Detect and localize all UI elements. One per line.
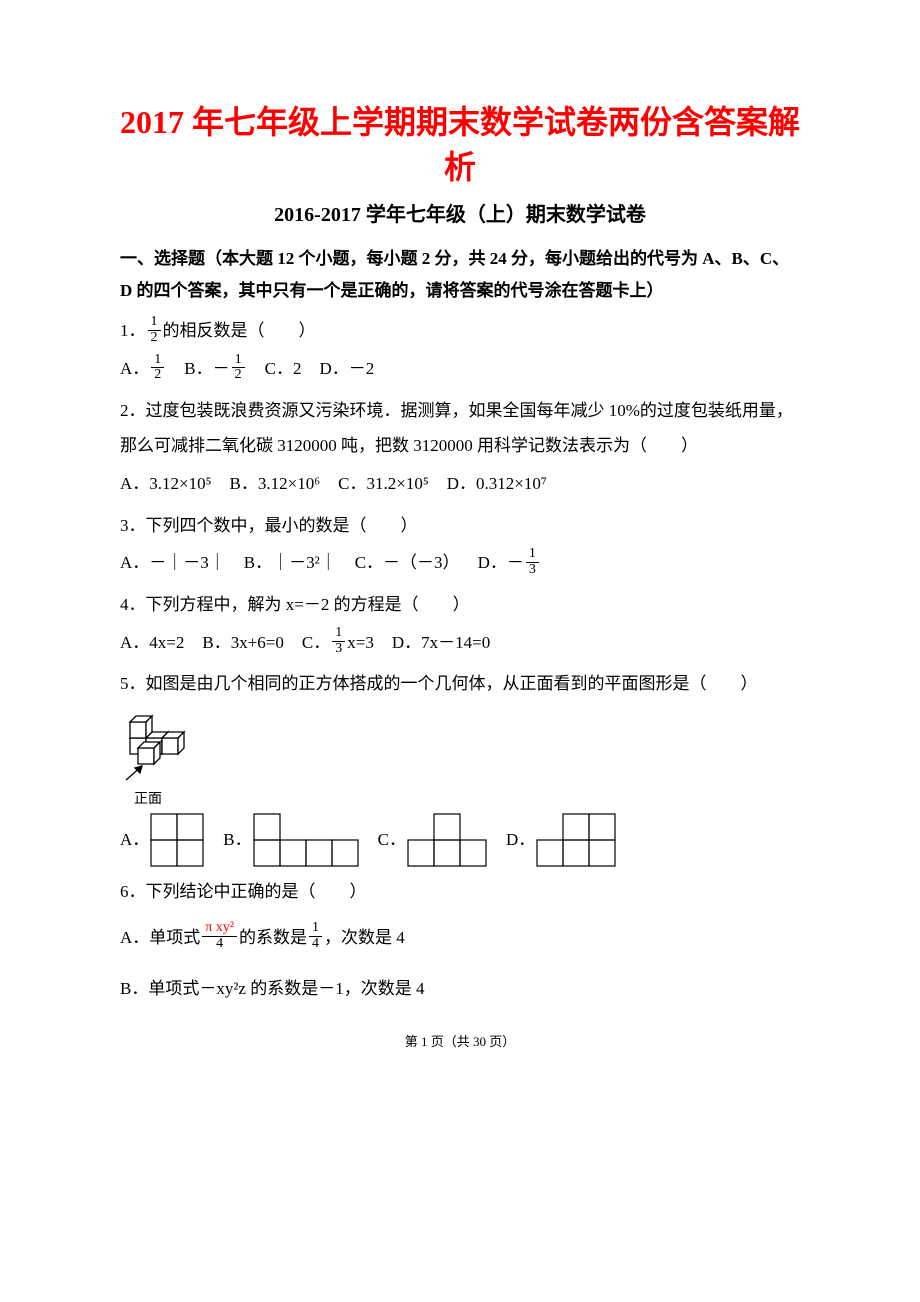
- q4-opt-C: C． 1 3 x=3: [302, 625, 374, 661]
- q5-options: A． B． C．: [120, 812, 800, 868]
- q1-num: 1．: [120, 313, 146, 349]
- q3-opt-B: B．｜－3²｜: [244, 545, 337, 581]
- q5-stem: 5．如图是由几个相同的正方体搭成的一个几何体，从正面看到的平面图形是（ ）: [120, 666, 800, 702]
- q1-opt-D: D．－2: [319, 351, 374, 387]
- q1-stem: 1． 1 2 的相反数是（ ）: [120, 313, 316, 349]
- q3-opt-A: A．－｜－3｜: [120, 545, 226, 581]
- title-main: 2017 年七年级上学期期末数学试卷两份含答案解析: [120, 100, 800, 190]
- q2-opt-D: D．0.312×10⁷: [447, 466, 547, 502]
- q5-opt-D: D．: [506, 812, 617, 868]
- q1-opt-B: B．－ 1 2: [184, 351, 246, 387]
- q3-stem: 3．下列四个数中，最小的数是（ ）: [120, 508, 800, 544]
- q4-opt-D: D．7x－14=0: [392, 625, 490, 661]
- fraction: 1 2: [232, 353, 245, 383]
- title-sub: 2016-2017 学年七年级（上）期末数学试卷: [120, 198, 800, 227]
- shape-D-icon: [535, 812, 617, 868]
- q1-options: A． 1 2 B．－ 1 2 C．2 D．－2: [120, 351, 800, 387]
- q4-stem: 4．下列方程中，解为 x=－2 的方程是（ ）: [120, 587, 800, 623]
- fraction: 1 4: [309, 921, 322, 951]
- q5-opt-B: B．: [223, 812, 359, 868]
- q2-options: A．3.12×10⁵ B．3.12×10⁶ C．31.2×10⁵ D．0.312…: [120, 466, 800, 502]
- q4-opt-B: B．3x+6=0: [202, 625, 284, 661]
- fraction: 1 3: [332, 626, 345, 656]
- q3-opt-D: D．－ 1 3: [478, 545, 541, 581]
- shape-C-icon: [406, 812, 488, 868]
- page: 2017 年七年级上学期期末数学试卷两份含答案解析 2016-2017 学年七年…: [0, 0, 920, 1090]
- q1-opt-A: A． 1 2: [120, 351, 166, 387]
- q5-opt-A: A．: [120, 812, 205, 868]
- q6-opt-B: B．单项式－xy²z 的系数是－1，次数是 4: [120, 971, 800, 1007]
- shape-A-icon: [149, 812, 205, 868]
- fraction-expr: π xy² 4: [202, 921, 237, 951]
- page-footer: 第 1 页（共 30 页）: [120, 1031, 800, 1050]
- section-heading: 一、选择题（本大题 12 个小题，每小题 2 分，共 24 分，每小题给出的代号…: [120, 243, 800, 308]
- q6-opt-A: A．单项式 π xy² 4 的系数是 1 4 ，次数是 4: [120, 920, 405, 956]
- front-view-label: 正面: [134, 788, 800, 808]
- q2-opt-C: C．31.2×10⁵: [338, 466, 429, 502]
- q6-stem: 6．下列结论中正确的是（ ）: [120, 874, 800, 910]
- fraction: 1 2: [148, 315, 161, 345]
- q2-stem: 2．过度包装既浪费资源又污染环境．据测算，如果全国每年减少 10%的过度包装纸用…: [120, 393, 800, 464]
- q2-opt-A: A．3.12×10⁵: [120, 466, 212, 502]
- q5-opt-C: C．: [378, 812, 488, 868]
- q1-opt-C: C．2: [265, 351, 302, 387]
- fraction: 1 3: [526, 547, 539, 577]
- q4-opt-A: A．4x=2: [120, 625, 184, 661]
- q3-options: A．－｜－3｜ B．｜－3²｜ C．－（－3） D．－ 1 3: [120, 545, 800, 581]
- q3-opt-C: C．－（－3）: [355, 545, 460, 581]
- shape-B-icon: [252, 812, 360, 868]
- q4-options: A．4x=2 B．3x+6=0 C． 1 3 x=3 D．7x－14=0: [120, 625, 800, 661]
- cubes-3d-icon: [120, 708, 210, 788]
- q2-opt-B: B．3.12×10⁶: [230, 466, 321, 502]
- q1-text: 的相反数是（ ）: [163, 313, 316, 349]
- fraction: 1 2: [151, 353, 164, 383]
- q5-3d-figure: 正面: [120, 708, 800, 808]
